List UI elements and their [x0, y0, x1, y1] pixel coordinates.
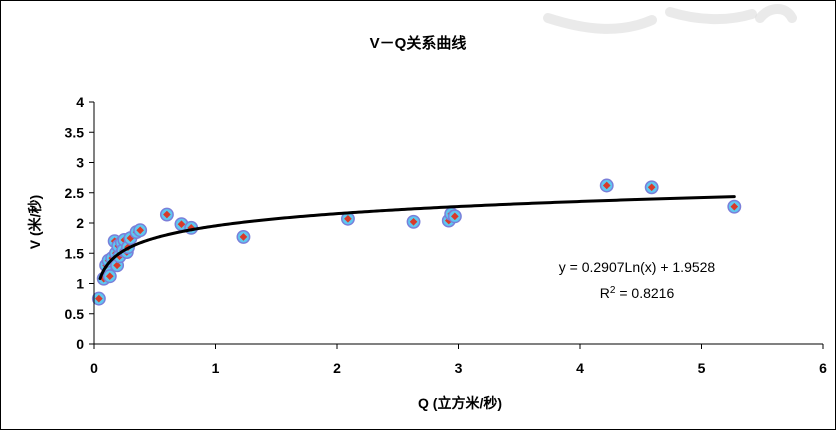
x-tick-label: 6 [819, 360, 827, 376]
y-tick-label: 0.5 [65, 306, 85, 322]
y-tick-label: 2 [76, 215, 84, 231]
r-squared-label: R2 = 0.8216 [600, 285, 675, 302]
plot-area: 0 1 2 3 4 5 6 0 0.5 1 1.5 2 2.5 3 3.5 4 [65, 94, 828, 376]
data-point-center [95, 294, 103, 303]
trendline-equation: y = 0.2907Ln(x) + 1.9528 [559, 259, 716, 275]
y-tick-label: 3 [76, 155, 84, 171]
r-squared-value: = 0.8216 [615, 285, 674, 301]
x-tick-label: 0 [90, 360, 98, 376]
y-tick-label: 0 [76, 336, 84, 352]
r-squared-superscript: 2 [610, 285, 616, 296]
r-squared-prefix: R [600, 285, 610, 301]
data-point-center [730, 202, 739, 211]
x-tick-label: 5 [698, 360, 706, 376]
x-tick-label: 2 [333, 360, 341, 376]
y-tick-label: 4 [76, 94, 84, 110]
data-point-center [239, 233, 248, 241]
x-axis-label: Q (立方米/秒) [418, 395, 502, 411]
y-tick-label: 1.5 [65, 245, 85, 261]
y-axis-label: V (米/秒) [27, 195, 43, 249]
y-tick-label: 3.5 [65, 124, 85, 140]
x-tick-label: 3 [455, 360, 463, 376]
y-tick-label: 2.5 [65, 185, 85, 201]
x-tick-label: 1 [212, 360, 220, 376]
watermark [543, 4, 797, 34]
x-tick-label: 4 [576, 360, 584, 376]
trendline [98, 195, 736, 281]
data-point-center [647, 183, 656, 192]
chart-title: V－Q关系曲线 [370, 34, 467, 52]
y-tick-label: 1 [76, 276, 84, 292]
data-point-center [113, 261, 121, 270]
data-point-center [177, 220, 186, 229]
